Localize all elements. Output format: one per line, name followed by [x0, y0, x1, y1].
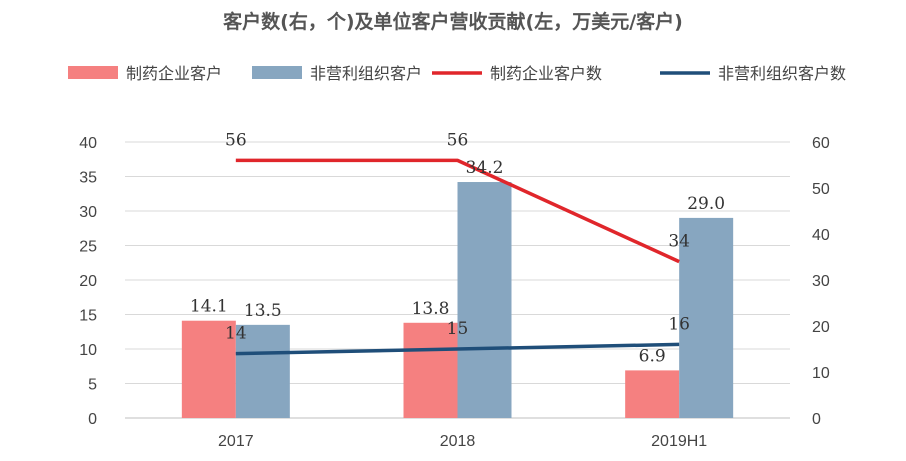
- legend-label: 非营利组织客户数: [718, 64, 846, 83]
- bar-data-label: 13.5: [244, 301, 282, 321]
- bar-data-label: 14.1: [190, 297, 228, 317]
- line-data-label: 34: [668, 232, 690, 252]
- y-right-tick-label: 0: [812, 411, 821, 428]
- line-data-label: 14: [225, 324, 247, 344]
- data-labels-group: 14.1 13.8 6.9 13.5 34.2 29.0 56 56 34 14 15 16: [190, 130, 725, 366]
- y-right-tick-label: 40: [812, 227, 830, 244]
- x-axis: 2017 2018 2019H1: [218, 433, 707, 450]
- bar-data-label: 29.0: [687, 194, 725, 214]
- bar-data-label: 34.2: [466, 158, 504, 178]
- bars-group: [181, 182, 734, 418]
- y-right-tick-label: 60: [812, 135, 830, 152]
- legend-label: 制药企业客户: [126, 64, 222, 83]
- line-data-label: 56: [447, 130, 469, 150]
- y-left-tick-label: 25: [79, 239, 97, 256]
- x-tick-label: 2019H1: [651, 433, 707, 450]
- bar-data-label: 13.8: [412, 299, 450, 319]
- line-data-label: 15: [447, 319, 469, 339]
- y-right-tick-label: 20: [812, 319, 830, 336]
- legend-swatch-bar: [68, 66, 118, 79]
- bar-nonprofit: [679, 217, 734, 418]
- chart-title: 客户数(右，个)及单位客户营收贡献(左，万美元/客户): [223, 10, 683, 33]
- y-left-tick-label: 30: [79, 204, 97, 221]
- line-data-label: 16: [668, 314, 690, 334]
- bar-pharma: [181, 320, 236, 418]
- y-left-tick-label: 20: [79, 273, 97, 290]
- bar-pharma: [625, 370, 680, 418]
- y-right-tick-label: 30: [812, 273, 830, 290]
- y-axis-right: 0 10 20 30 40 50 60: [812, 135, 830, 428]
- y-left-tick-label: 5: [88, 377, 97, 394]
- bar-nonprofit: [235, 324, 290, 418]
- lines-group: [235, 158, 680, 356]
- legend: 制药企业客户 非营利组织客户 制药企业客户数 非营利组织客户数: [68, 64, 846, 83]
- y-right-tick-label: 50: [812, 181, 830, 198]
- bar-pharma: [403, 322, 458, 418]
- bar-nonprofit: [457, 182, 512, 418]
- bar-data-label: 6.9: [639, 346, 666, 366]
- y-left-tick-label: 15: [79, 308, 97, 325]
- line-data-label: 56: [225, 130, 247, 150]
- y-left-tick-label: 0: [88, 411, 97, 428]
- y-left-tick-label: 10: [79, 342, 97, 359]
- x-tick-label: 2018: [440, 433, 476, 450]
- x-tick-label: 2017: [218, 433, 254, 450]
- y-left-tick-label: 35: [79, 170, 97, 187]
- y-axis-left: 0 5 10 15 20 25 30 35 40: [79, 135, 97, 428]
- legend-swatch-bar: [252, 66, 302, 79]
- legend-label: 非营利组织客户: [310, 64, 422, 83]
- y-left-tick-label: 40: [79, 135, 97, 152]
- y-right-tick-label: 10: [812, 365, 830, 382]
- legend-label: 制药企业客户数: [490, 64, 602, 83]
